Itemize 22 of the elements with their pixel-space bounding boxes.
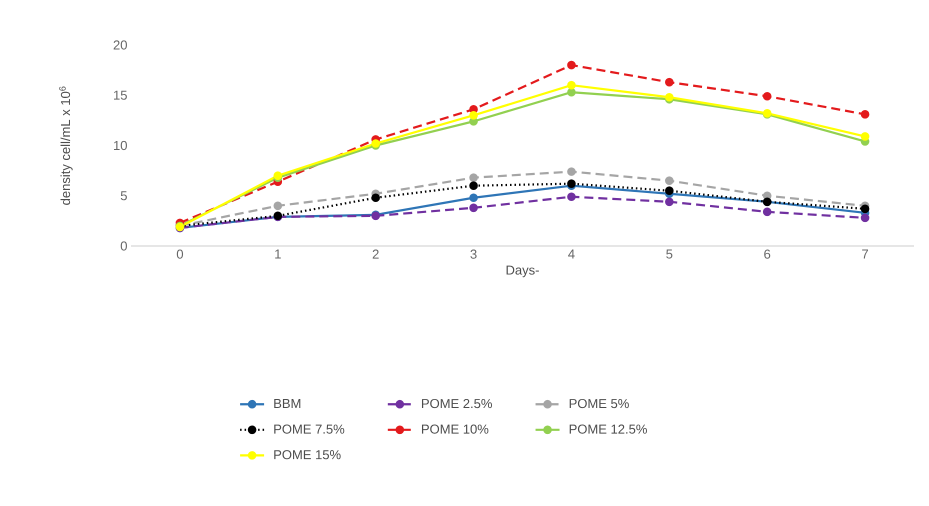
legend-label: POME 15% — [274, 450, 341, 460]
y-tick-label: 10 — [114, 140, 127, 150]
y-tick-label: 15 — [114, 90, 127, 100]
legend-label: POME 5% — [570, 398, 629, 408]
x-tick-label: 1 — [275, 250, 281, 258]
x-tick-label: 3 — [470, 250, 477, 259]
legend-label: POME 10% — [422, 424, 488, 434]
legend-label: POME 12.5% — [570, 424, 647, 434]
y-tick-label: 0 — [120, 241, 127, 251]
legend-label: BBM — [274, 399, 300, 408]
x-tick-label: 2 — [372, 250, 379, 259]
y-tick-label: 20 — [114, 40, 127, 50]
x-axis-title: Days- — [506, 266, 539, 278]
x-tick-label: 6 — [764, 250, 770, 259]
x-tick-label: 0 — [176, 250, 184, 259]
legend-label: POME 2.5% — [422, 398, 492, 408]
y-tick-label: 5 — [120, 191, 127, 200]
x-tick-label: 7 — [862, 250, 868, 258]
y-axis-title: density cell/mL x 10$^{6}$ — [59, 86, 73, 205]
legend-label: POME 7.5% — [274, 424, 344, 434]
x-tick-label: 5 — [666, 250, 672, 259]
x-tick-label: 4 — [568, 250, 575, 258]
